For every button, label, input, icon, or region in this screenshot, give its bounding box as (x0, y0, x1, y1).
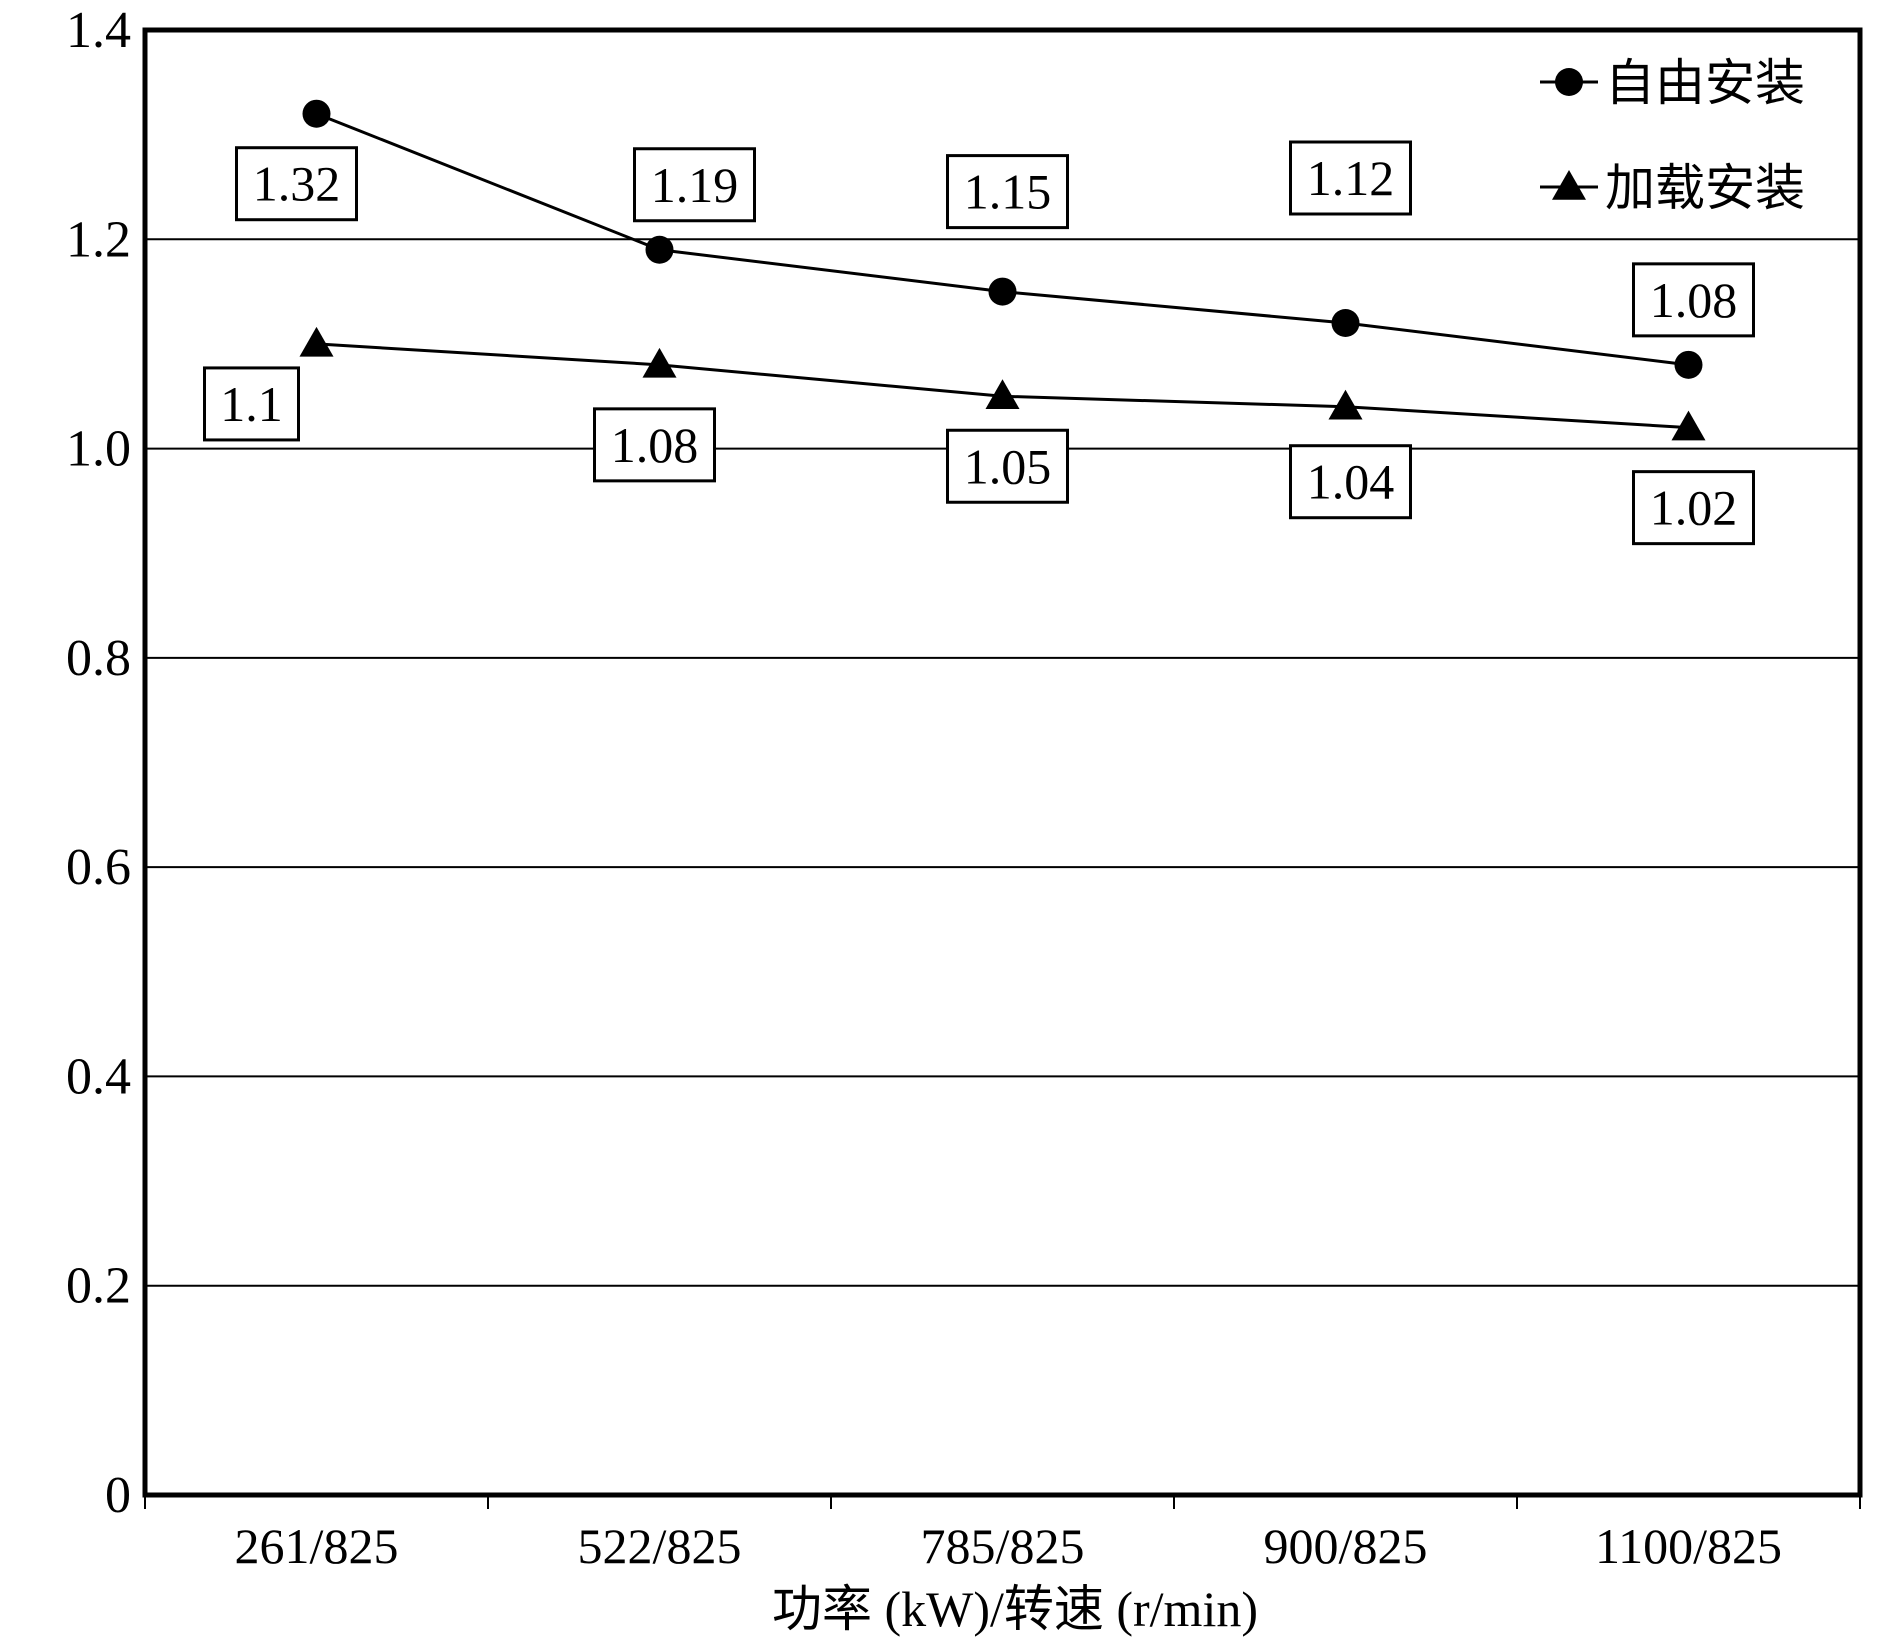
data-label: 1.32 (253, 156, 341, 212)
series-layer (299, 99, 1706, 441)
data-label-box (1289, 140, 1412, 216)
y-tick-label: 0.6 (66, 839, 131, 896)
y-tick-label: 1.0 (66, 421, 131, 478)
data-point (645, 235, 674, 264)
data-label: 1.02 (1650, 480, 1738, 536)
x-tick-label: 900/825 (1264, 1518, 1428, 1574)
x-tick-label: 261/825 (235, 1518, 399, 1574)
data-point (1331, 309, 1360, 337)
data-point (985, 379, 1020, 409)
data-label-box (203, 366, 300, 442)
x-tick-label: 785/825 (921, 1518, 1085, 1574)
data-label-box (235, 146, 358, 222)
data-point (302, 99, 331, 128)
data-label-box (1632, 470, 1755, 546)
data-labels: 1.32 1.19 1.15 1.12 1.08 1.1 1.08 1.05 1.04 1.02 (203, 140, 1755, 546)
y-tick-label: 0.4 (66, 1048, 131, 1105)
x-tick-label: 1100/825 (1595, 1518, 1782, 1574)
data-label: 1.08 (611, 417, 699, 473)
data-point (988, 277, 1017, 306)
data-label: 1.19 (651, 157, 739, 213)
data-label-box (946, 428, 1069, 504)
data-label-box (633, 147, 756, 223)
y-tick-label: 0 (105, 1467, 131, 1524)
data-label-box (1289, 444, 1412, 520)
x-tick-label: 522/825 (578, 1518, 742, 1574)
data-label: 1.12 (1307, 150, 1395, 206)
legend-label: 自由安装 (1605, 55, 1805, 111)
plot-frame (142, 27, 1863, 1498)
data-label: 1.1 (220, 376, 283, 432)
data-label-box (946, 154, 1069, 230)
data-label: 1.05 (964, 438, 1052, 494)
y-tick-label: 0.2 (66, 1258, 131, 1315)
data-label: 1.04 (1307, 454, 1395, 510)
legend-circle-icon (1555, 68, 1583, 96)
axes: 0 0.2 0.4 0.6 0.8 1.0 1.2 1.4 261/825 522/825 785/… (66, 2, 1863, 1574)
data-label: 1.15 (964, 164, 1052, 220)
x-axis-title: 功率 (kW)/转速 (r/min) (772, 1581, 1258, 1637)
data-point (642, 347, 677, 378)
data-label-box (593, 407, 716, 483)
y-tick-label: 1.4 (66, 2, 131, 59)
legend-label: 加载安装 (1605, 160, 1805, 216)
data-label: 1.08 (1650, 272, 1738, 328)
data-point (299, 326, 334, 357)
data-label-box (1632, 262, 1755, 338)
data-point (1328, 389, 1363, 420)
data-point (1671, 410, 1706, 441)
legend-triangle-icon (1552, 170, 1586, 200)
data-point (1674, 350, 1703, 379)
y-tick-label: 0.8 (66, 630, 131, 687)
y-tick-label: 1.2 (66, 211, 131, 268)
